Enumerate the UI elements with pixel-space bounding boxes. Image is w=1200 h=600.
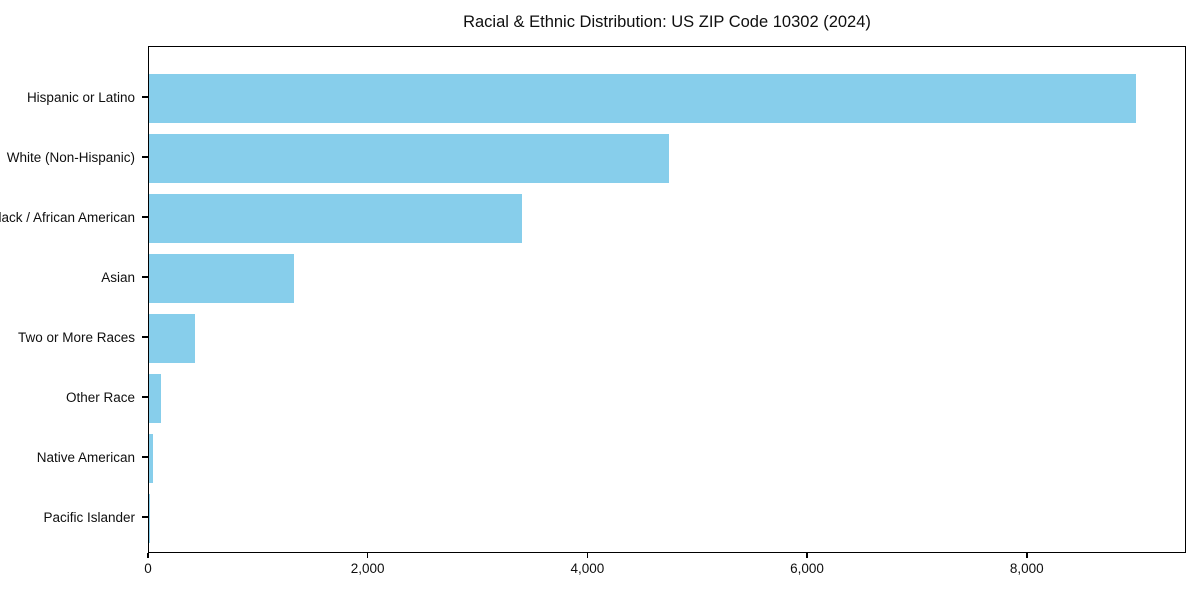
y-tick-mark <box>142 336 148 338</box>
y-tick-mark <box>142 276 148 278</box>
x-tick-mark <box>806 553 808 558</box>
bar-row <box>149 248 1185 308</box>
y-label-row: Black / African American <box>0 187 148 247</box>
y-tick-label: White (Non-Hispanic) <box>6 149 135 165</box>
bar <box>149 193 522 243</box>
x-tick-mark <box>586 553 589 558</box>
bar-row <box>149 308 1185 368</box>
x-axis: 0 2,000 4,000 6,000 8,000 <box>144 553 1186 587</box>
y-tick-mark <box>142 156 148 158</box>
bar <box>149 433 154 483</box>
y-axis-labels: Hispanic or Latino White (Non-Hispanic) Bl… <box>0 46 148 553</box>
bar <box>149 313 196 363</box>
bar <box>149 253 294 303</box>
y-tick-mark <box>142 96 148 98</box>
y-label-row: Pacific Islander <box>0 487 148 547</box>
bar <box>149 493 151 543</box>
y-tick-label: Asian <box>101 269 135 285</box>
y-tick-label: Black / African American <box>0 209 135 225</box>
y-label-row: Two or More Races <box>0 307 148 367</box>
y-label-row: White (Non-Hispanic) <box>0 127 148 187</box>
y-tick-label: Other Race <box>65 389 135 405</box>
y-tick-label: Two or More Races <box>17 329 135 345</box>
bar-row <box>149 488 1185 548</box>
y-label-row: Native American <box>0 427 148 487</box>
bar <box>149 373 162 423</box>
x-tick-label: 6,000 <box>790 561 824 576</box>
bar-row <box>149 128 1185 188</box>
bar-row <box>149 368 1185 428</box>
x-tick-label: 2,000 <box>350 561 385 576</box>
x-tick-mark <box>1025 553 1028 558</box>
x-tick-label: 0 <box>144 561 152 576</box>
bar-row <box>149 68 1185 128</box>
y-tick-mark <box>142 396 148 398</box>
bar <box>149 133 669 183</box>
bar-row <box>149 428 1185 488</box>
y-tick-label: Native American <box>36 449 135 465</box>
y-tick-mark <box>142 216 148 218</box>
x-tick-mark <box>366 553 369 558</box>
y-label-row: Asian <box>0 247 148 307</box>
x-tick-mark <box>147 553 149 558</box>
y-tick-mark <box>142 516 148 518</box>
y-label-row: Other Race <box>0 367 148 427</box>
bar <box>149 73 1136 123</box>
y-tick-label: Pacific Islander <box>43 509 135 525</box>
bar-row <box>149 188 1185 248</box>
x-tick-label: 8,000 <box>1009 561 1044 576</box>
x-tick-label: 4,000 <box>570 561 605 576</box>
chart-title: Racial & Ethnic Distribution: US ZIP Cod… <box>463 13 871 31</box>
y-label-row: Hispanic or Latino <box>0 67 148 127</box>
plot-area <box>148 46 1186 553</box>
y-tick-mark <box>142 456 148 458</box>
y-tick-label: Hispanic or Latino <box>26 89 135 105</box>
